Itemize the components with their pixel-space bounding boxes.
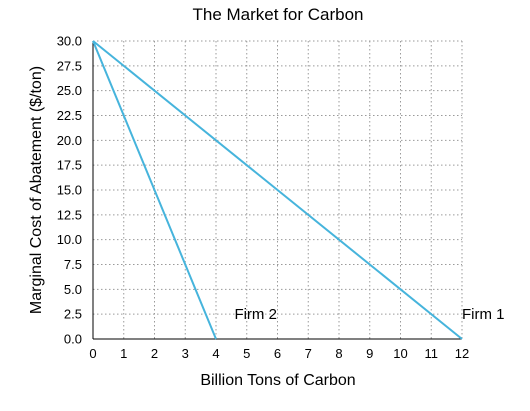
x-tick-label: 1 [120,346,127,361]
x-tick-label: 8 [335,346,342,361]
annotation-firm-1: Firm 1 [462,306,505,323]
axis-layer [92,41,462,340]
x-tick-label: 3 [182,346,189,361]
y-tick-label: 30.0 [57,34,82,49]
tick-label-layer: 0 1 2 3 4 5 6 7 8 9 10 11 120.02.55.07.510.012.515.0… [57,34,470,362]
x-tick-label: 11 [425,346,439,361]
y-tick-label: 17.5 [57,158,82,173]
y-tick-label: 25.0 [57,83,82,98]
x-tick-label: 5 [243,346,250,361]
y-tick-label: 0.0 [64,332,82,347]
x-tick-label: 2 [151,346,158,361]
y-tick-label: 5.0 [64,282,82,297]
y-tick-label: 22.5 [57,108,82,123]
x-tick-label: 7 [305,346,312,361]
series-line-2 [92,40,217,340]
x-tick-label: 9 [366,346,373,361]
x-tick-label: 10 [393,346,407,361]
x-tick-label: 6 [274,346,281,361]
annotation-firm-2: Firm 2 [234,306,277,323]
y-axis-label: Marginal Cost of Abatement ($/ton) [28,66,45,314]
x-tick-label: 4 [212,346,219,361]
y-tick-label: 20.0 [57,133,82,148]
series-layer [92,40,463,340]
annotation-layer: Firm 1 Firm 2 [234,306,504,323]
series-line-1 [92,40,463,340]
y-tick-label: 10.0 [57,232,82,247]
x-tick-label: 12 [455,346,469,361]
y-tick-label: 12.5 [57,207,82,222]
y-tick-label: 27.5 [57,58,82,73]
y-tick-label: 15.0 [57,183,82,198]
x-axis-label: Billion Tons of Carbon [200,372,355,389]
x-tick-label: 0 [89,346,96,361]
y-tick-label: 2.5 [64,307,82,322]
grid-layer [93,40,463,339]
chart-title: The Market for Carbon [192,5,363,24]
y-tick-label: 7.5 [64,257,82,272]
